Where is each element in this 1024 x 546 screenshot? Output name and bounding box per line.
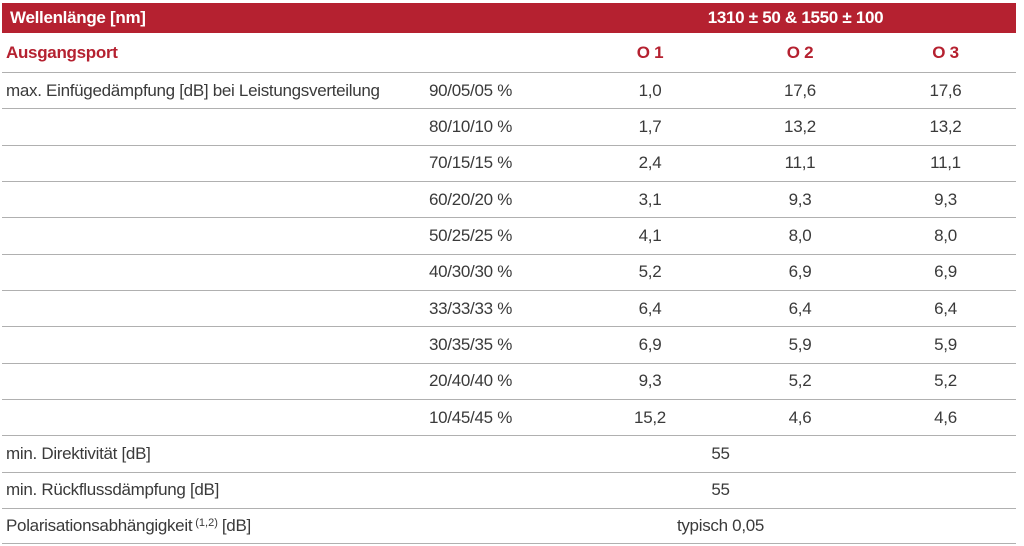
value-o2: 11,1 (784, 153, 816, 173)
split-ratio: 40/30/30 % (429, 262, 513, 282)
value-o1: 5,2 (638, 262, 662, 282)
value-o2: 4,6 (788, 407, 812, 427)
wavelength-value: 1310 ± 50 & 1550 ± 100 (707, 8, 884, 27)
table-row: Polarisationsabhängigkeit (1,2) [dB] typis… (2, 507, 1016, 545)
split-ratio: 33/33/33 % (429, 298, 513, 318)
value-o1: 6,9 (638, 334, 662, 354)
value-o1: 9,3 (638, 371, 662, 391)
directivity-value: 55 (711, 443, 730, 463)
split-ratio: 30/35/35 % (429, 334, 513, 354)
value-o3: 6,9 (934, 262, 957, 282)
output-port-header-row: Ausgangsport O 1 O 2 O 3 (2, 33, 1016, 72)
value-o3: 5,9 (934, 334, 957, 354)
table-row: 30/35/35 % 6,9 5,9 5,9 (2, 326, 1016, 362)
value-o2: 9,3 (788, 189, 812, 209)
footnote-superscript: (1,2) (195, 517, 218, 530)
table-row: 10/45/45 % 15,2 4,6 4,6 (2, 398, 1016, 435)
split-ratio: 70/15/15 % (429, 153, 513, 173)
value-o1: 1,0 (638, 80, 662, 100)
port-o2-header: O 2 (786, 42, 814, 62)
value-o3: 9,3 (934, 189, 957, 209)
table-row: 20/40/40 % 9,3 5,2 5,2 (2, 362, 1016, 399)
table-row: max. Einfügedämpfung [dB] bei Leistungsv… (2, 72, 1016, 108)
split-ratio: 50/25/25 % (429, 225, 513, 245)
value-o3: 8,0 (934, 225, 957, 245)
value-o2: 13,2 (784, 116, 816, 136)
value-o1: 2,4 (638, 153, 662, 173)
return-loss-value: 55 (711, 480, 730, 500)
value-o2: 17,6 (784, 80, 816, 100)
polarization-value: typisch 0,05 (676, 516, 765, 536)
port-o3-header: O 3 (932, 42, 959, 62)
value-o1: 4,1 (638, 225, 662, 245)
datasheet-spec-table: Wellenlänge [nm] 1310 ± 50 & 1550 ± 100 … (2, 3, 1016, 545)
return-loss-label: min. Rückflussdämpfung [dB] (6, 480, 219, 500)
value-o2: 5,2 (788, 371, 812, 391)
directivity-label: min. Direktivität [dB] (6, 443, 151, 463)
value-o3: 11,1 (930, 153, 961, 173)
wavelength-header-row: Wellenlänge [nm] 1310 ± 50 & 1550 ± 100 (2, 3, 1016, 33)
table-row: min. Direktivität [dB] 55 (2, 435, 1016, 471)
table-row: 40/30/30 % 5,2 6,9 6,9 (2, 253, 1016, 290)
split-ratio: 20/40/40 % (429, 371, 513, 391)
value-o3: 13,2 (929, 116, 962, 136)
value-o3: 5,2 (934, 371, 957, 391)
table-row: min. Rückflussdämpfung [dB] 55 (2, 471, 1016, 508)
insertion-loss-label: max. Einfügedämpfung [dB] bei Leistungsv… (6, 80, 380, 100)
output-port-label: Ausgangsport (6, 42, 118, 62)
value-o1: 6,4 (638, 298, 662, 318)
polarization-label: Polarisationsabhängigkeit (1,2) [dB] (6, 516, 251, 536)
split-ratio: 80/10/10 % (429, 116, 513, 136)
value-o2: 8,0 (788, 225, 812, 245)
value-o3: 17,6 (929, 80, 962, 100)
wavelength-label: Wellenlänge [nm] (10, 8, 146, 27)
value-o3: 4,6 (934, 407, 957, 427)
value-o2: 5,9 (788, 334, 812, 354)
split-ratio: 60/20/20 % (429, 189, 513, 209)
value-o2: 6,9 (788, 262, 812, 282)
split-ratio: 10/45/45 % (429, 407, 513, 427)
value-o2: 6,4 (788, 298, 812, 318)
table-row: 33/33/33 % 6,4 6,4 6,4 (2, 289, 1016, 326)
table-row: 80/10/10 % 1,7 13,2 13,2 (2, 108, 1016, 144)
value-o3: 6,4 (934, 298, 957, 318)
value-o1: 15,2 (634, 407, 666, 427)
split-ratio: 90/05/05 % (429, 80, 513, 100)
table-row: 50/25/25 % 4,1 8,0 8,0 (2, 217, 1016, 253)
port-o1-header: O 1 (636, 42, 664, 62)
table-row: 70/15/15 % 2,4 11,1 11,1 (2, 144, 1016, 181)
table-row: 60/20/20 % 3,1 9,3 9,3 (2, 180, 1016, 217)
value-o1: 3,1 (638, 189, 662, 209)
value-o1: 1,7 (638, 116, 662, 136)
